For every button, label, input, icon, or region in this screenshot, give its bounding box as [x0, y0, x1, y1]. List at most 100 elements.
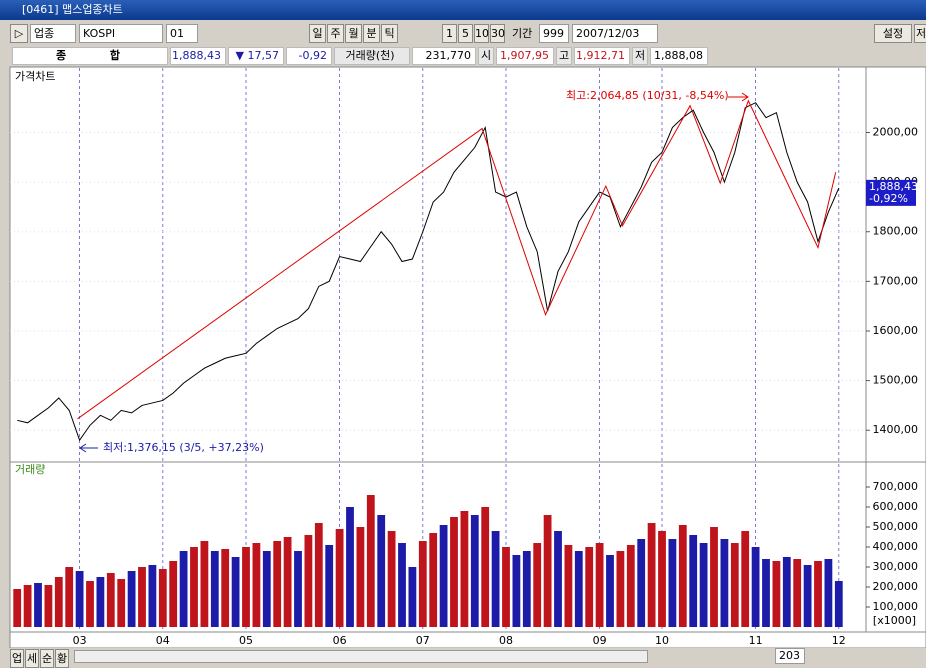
volume-bar — [418, 541, 427, 627]
y-tick-label: 100,000 — [873, 600, 919, 613]
x-tick-label: 08 — [499, 634, 513, 647]
volume-bar — [481, 507, 490, 627]
volume-panel-title: 거래량 — [15, 463, 45, 476]
price-panel-title: 가격차트 — [15, 70, 55, 83]
last-change-label: -0,92% — [869, 192, 908, 205]
y-tick-label: 2000,00 — [873, 126, 919, 139]
footer-tab[interactable]: 업 — [10, 649, 24, 668]
x-tick-label: 06 — [333, 634, 347, 647]
high-annotation: 최고:2,064,85 (10/31, -8,54%) — [566, 89, 729, 102]
volume-bar — [387, 531, 396, 627]
volume-bar — [23, 585, 32, 627]
quote-row: 종 합 1,888,43 ▼ 17,57 -0,92 거래량(천) 231,77… — [0, 46, 926, 66]
volume-bar — [325, 545, 334, 627]
x-tick-label: 05 — [239, 634, 253, 647]
volume-bar — [294, 551, 302, 627]
quote-open: 1,907,95 — [496, 47, 554, 65]
title-bar: [0461] 맵스업종차트 — [0, 0, 926, 20]
volume-bar — [782, 557, 791, 627]
interval-button[interactable]: 1 — [442, 24, 457, 43]
range-input[interactable]: 999 — [539, 24, 569, 43]
volume-bar — [637, 539, 646, 627]
interval-button[interactable]: 30 — [490, 24, 505, 43]
volume-bar — [346, 507, 354, 627]
quote-rate: -0,92 — [286, 47, 332, 65]
play-button[interactable]: ▷ — [10, 24, 28, 43]
scrollbar[interactable] — [74, 650, 648, 663]
volume-bar — [730, 543, 739, 627]
quote-name: 종 합 — [12, 47, 168, 65]
window-title: [0461] 맵스업종차트 — [22, 3, 123, 16]
volume-bar — [658, 531, 666, 627]
volume-bar — [169, 561, 178, 627]
volume-bar — [190, 547, 198, 627]
volume-bar — [96, 577, 105, 627]
y-tick-label: 300,000 — [873, 560, 919, 573]
volume-bar — [502, 547, 510, 627]
volume-bar — [75, 571, 84, 627]
volume-bar — [242, 547, 250, 627]
volume-bar — [231, 557, 240, 627]
volume-bar — [824, 559, 833, 627]
interval-button[interactable]: 5 — [458, 24, 473, 43]
date-select[interactable]: 2007/12/03 — [572, 24, 658, 43]
volume-bar — [710, 527, 718, 627]
period-button[interactable]: 월 — [345, 24, 362, 43]
volume-bar — [554, 531, 562, 627]
code-select[interactable]: 01 — [166, 24, 198, 43]
x-tick-label: 04 — [156, 634, 170, 647]
volume-bar — [751, 547, 760, 627]
period-button[interactable]: 주 — [327, 24, 344, 43]
y-tick-label: 500,000 — [873, 520, 919, 533]
footer-tab[interactable]: 순 — [40, 649, 54, 668]
volume-bar — [595, 543, 604, 627]
volume-bar — [470, 515, 479, 627]
volume-bar — [179, 551, 188, 627]
volume-bar — [304, 535, 313, 627]
volume-bar — [585, 547, 594, 627]
volume-bar — [252, 543, 261, 627]
volume-bar — [44, 585, 53, 627]
x-tick-label: 07 — [416, 634, 430, 647]
volume-label: 거래량(천) — [334, 47, 410, 65]
y-tick-label: 1700,00 — [873, 274, 919, 287]
volume-bar — [814, 561, 822, 627]
volume-bar — [200, 541, 209, 627]
period-button[interactable]: 분 — [363, 24, 380, 43]
quote-low: 1,888,08 — [650, 47, 708, 65]
zoom-input[interactable]: 203 — [775, 648, 805, 664]
trend-line — [77, 99, 837, 420]
volume-bar — [13, 589, 22, 627]
volume-bar — [106, 573, 115, 627]
volume-bar — [158, 569, 167, 627]
footer-tab[interactable]: 세 — [25, 649, 39, 668]
volume-bar — [720, 539, 729, 627]
period-button[interactable]: 일 — [309, 24, 326, 43]
volume-bar — [574, 551, 583, 627]
volume-bar — [283, 537, 292, 627]
volume-unit: [x1000] — [873, 614, 916, 627]
open-label: 시 — [478, 47, 494, 65]
volume-bar — [314, 523, 323, 627]
volume-bar — [273, 541, 282, 627]
settings-button[interactable]: 설정 — [874, 24, 912, 43]
y-tick-label: 600,000 — [873, 500, 919, 513]
period-button[interactable]: 틱 — [381, 24, 398, 43]
price-line — [17, 102, 840, 442]
interval-button[interactable]: 10 — [474, 24, 489, 43]
volume-bar — [741, 531, 750, 627]
volume-bar — [772, 561, 781, 627]
index-select[interactable]: KOSPI — [79, 24, 163, 43]
volume-bar — [522, 551, 531, 627]
footer-tab[interactable]: 황 — [55, 649, 69, 668]
market-select[interactable]: 업종 — [30, 24, 76, 43]
volume-bar — [138, 567, 146, 627]
save-button[interactable]: 저 — [914, 24, 926, 43]
y-tick-label: 1500,00 — [873, 374, 919, 387]
low-label: 저 — [632, 47, 648, 65]
volume-bar — [606, 555, 614, 627]
y-tick-label: 1600,00 — [873, 324, 919, 337]
volume-bar — [689, 535, 698, 627]
